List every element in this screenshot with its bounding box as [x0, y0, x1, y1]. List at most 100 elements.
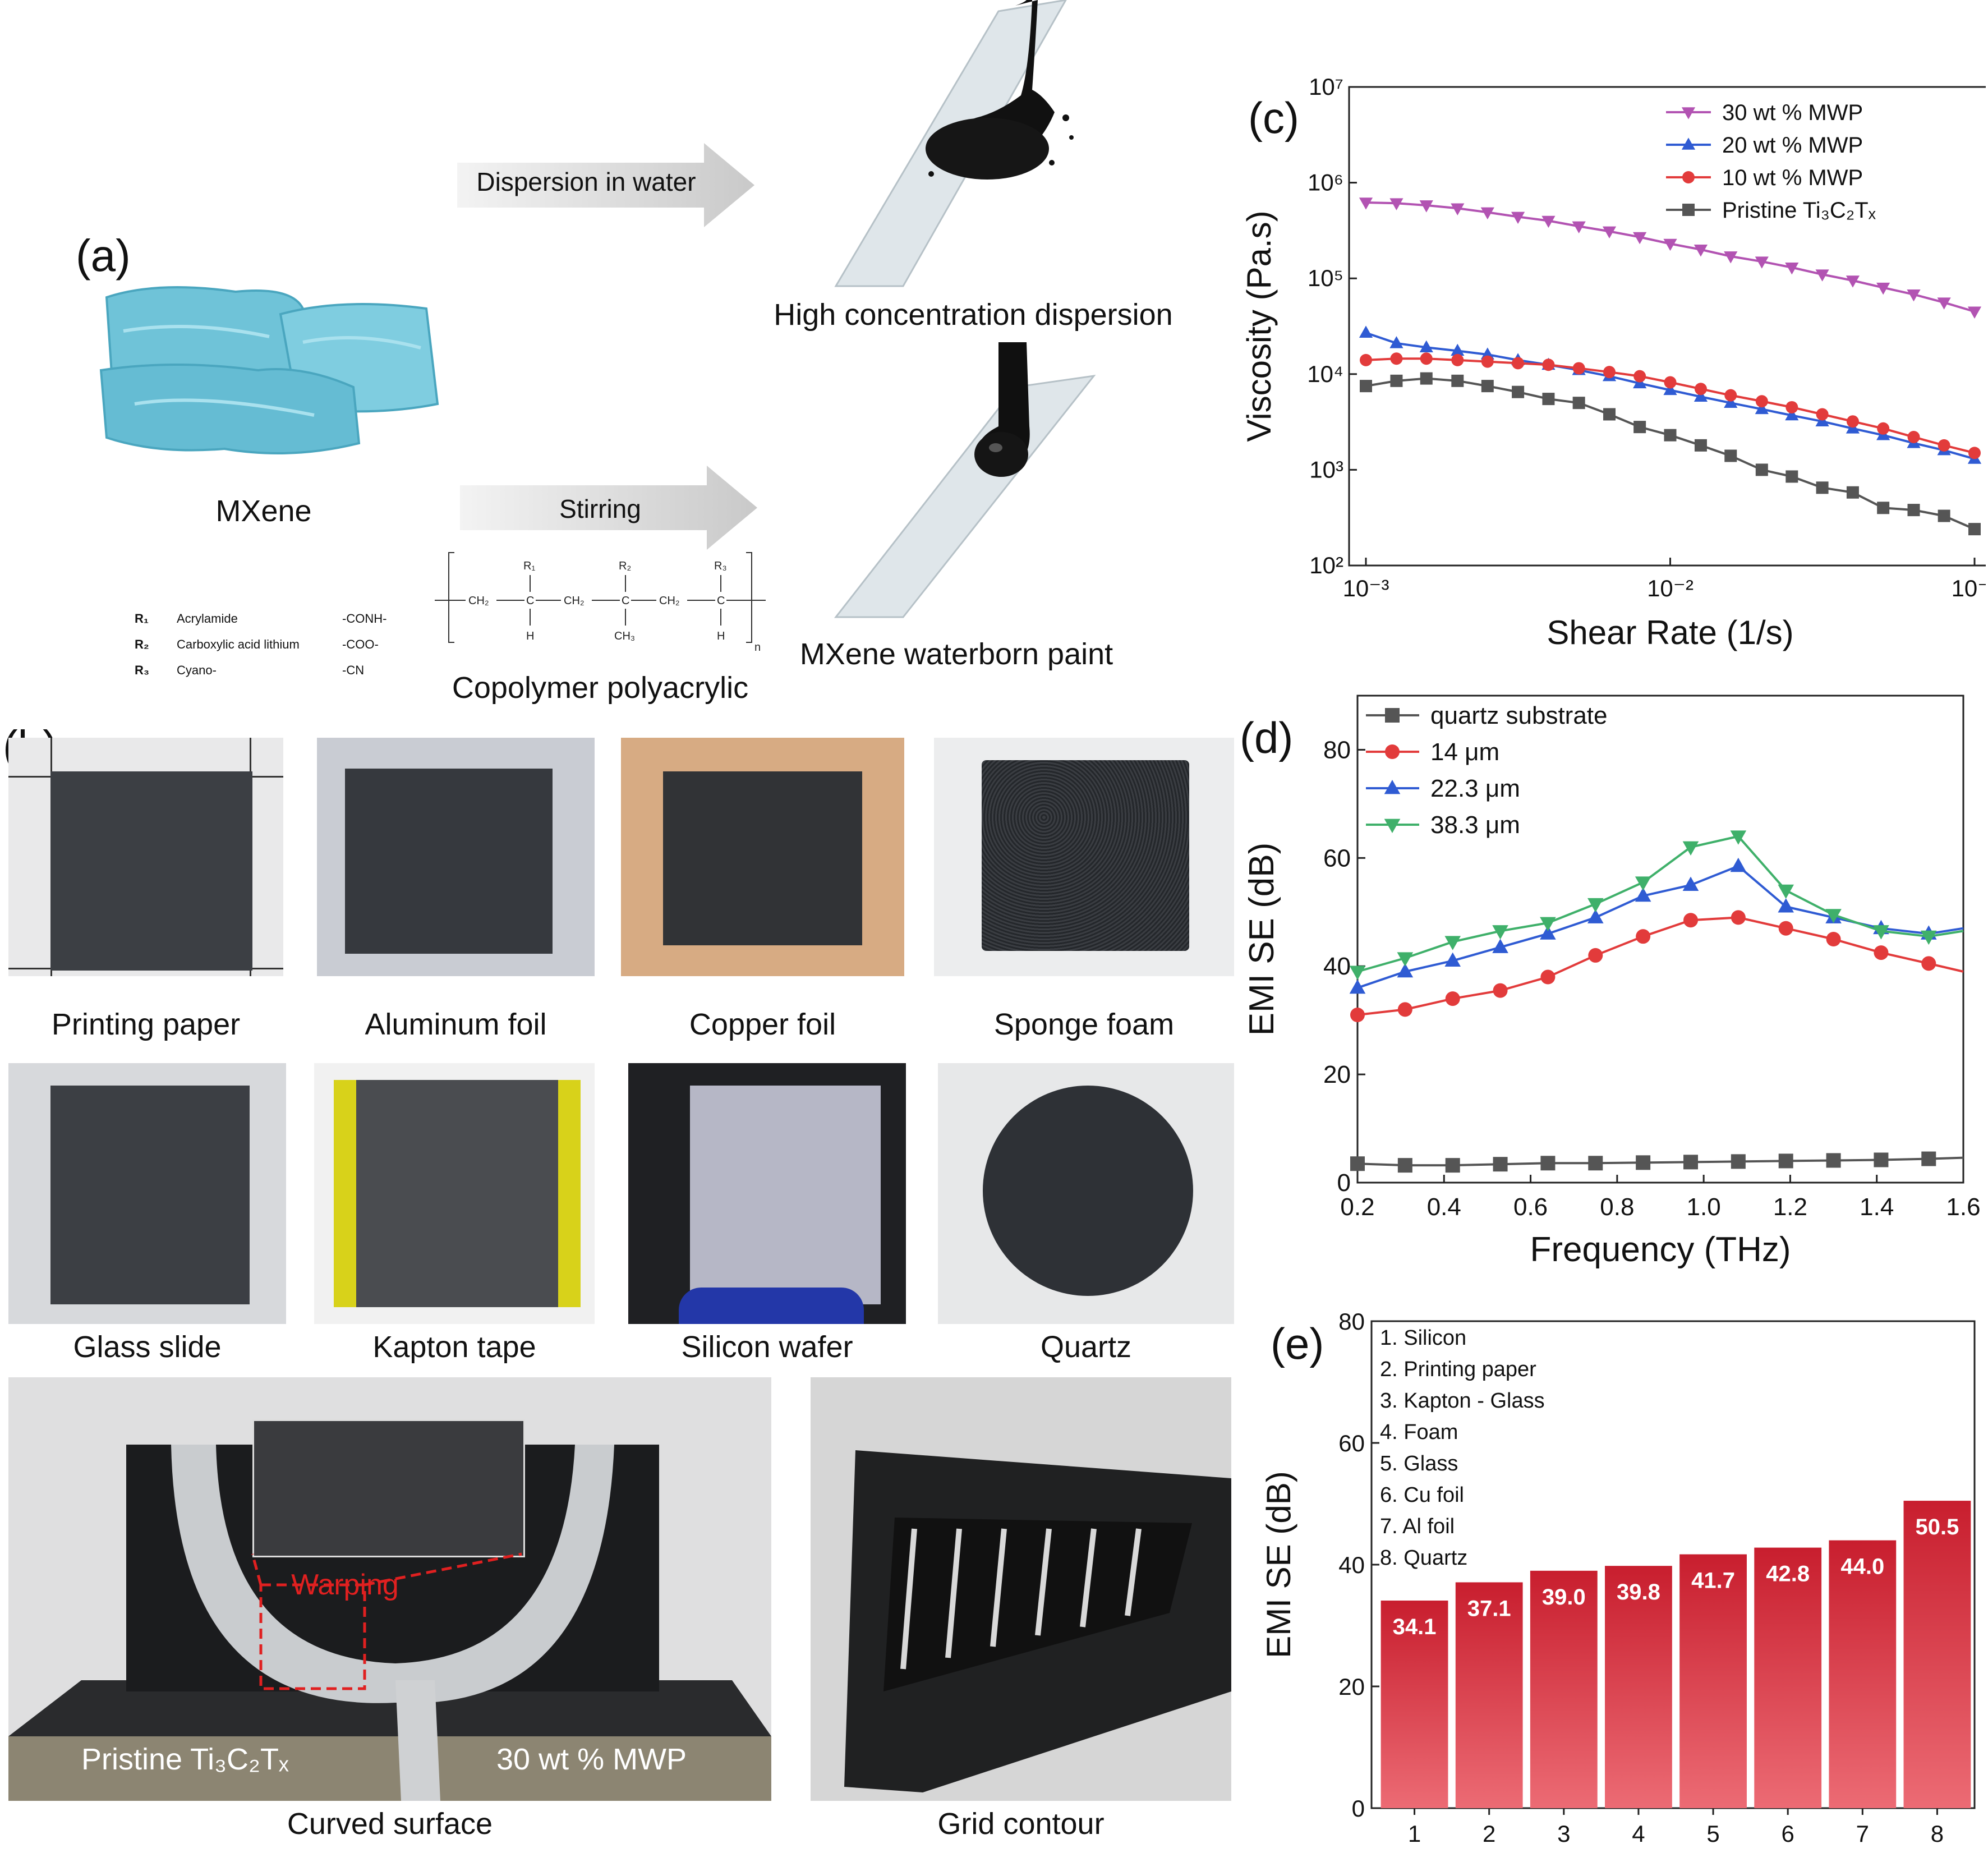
bar-value-label: 34.1 [1393, 1615, 1437, 1639]
series-line [1357, 1156, 1964, 1167]
emi-frequency-chart: 0 20 40 60 80 0.2 0.4 0.6 0.8 1.0 1.2 1.4 1.6 Frequen… [1242, 695, 1981, 1269]
r-legend-key: R₂ [135, 637, 149, 651]
bar [1903, 1501, 1971, 1808]
substrate-label: Silicon wafer [681, 1330, 853, 1364]
formula-c-1: C [526, 595, 534, 607]
data-point [1350, 1008, 1365, 1023]
y-tick-label: 0 [1337, 1169, 1351, 1197]
data-point [1724, 449, 1737, 462]
data-point [1603, 408, 1616, 421]
data-point [1968, 523, 1981, 536]
dispersion-arrow-label: Dispersion in water [476, 167, 696, 196]
x-tick-label: 0.6 [1513, 1193, 1548, 1221]
data-point [1397, 1002, 1412, 1017]
y-tick-label: 10² [1309, 552, 1343, 578]
panel-c-letter: (c) [1248, 93, 1299, 142]
data-point [1350, 1156, 1365, 1171]
data-point [1480, 207, 1494, 220]
data-point [1635, 887, 1651, 902]
legend-marker [1681, 137, 1696, 150]
panel-d-letter: (d) [1240, 713, 1294, 762]
data-point [1419, 340, 1433, 353]
data-point [1451, 353, 1464, 366]
data-point [1968, 447, 1981, 459]
x-tick-label: 3 [1557, 1820, 1570, 1847]
data-point [1694, 383, 1707, 396]
x-tick-label: 1 [1408, 1820, 1421, 1847]
x-tick-label: 8 [1931, 1820, 1944, 1847]
legend-entry: 5. Glass [1380, 1452, 1458, 1475]
data-point [1512, 357, 1525, 370]
data-point [1588, 948, 1603, 963]
warping-callout [251, 1552, 522, 1690]
formula-r2: R₂ [619, 560, 631, 572]
data-point [1785, 408, 1799, 421]
data-point [1541, 215, 1556, 228]
data-point [1785, 401, 1798, 413]
series-line [1365, 201, 1975, 313]
bar [1754, 1547, 1822, 1808]
emi-bar-chart: 0 20 40 60 80 EMI SE (dB) 34.1 1 37.1 2 39.0 3 39.8 4… [1260, 1308, 1976, 1847]
data-point [1451, 343, 1465, 356]
data-point [1663, 383, 1677, 396]
formula-ch2-3: CH₂ [659, 595, 680, 607]
series-line [1357, 916, 1964, 1017]
data-point [1778, 1153, 1793, 1169]
bar-value-label: 50.5 [1916, 1515, 1959, 1539]
data-point [1876, 282, 1890, 295]
legend-entry: 8. Quartz [1380, 1546, 1467, 1570]
data-point [1938, 509, 1950, 522]
data-point [1481, 355, 1494, 368]
y-tick-label: 60 [1323, 844, 1351, 872]
data-point [1778, 921, 1793, 936]
y-tick-label: 10³ [1309, 456, 1343, 482]
y-tick-label: 10⁶ [1308, 169, 1343, 196]
data-point [1682, 876, 1699, 891]
data-point [1874, 945, 1889, 960]
y-tick-label: 0 [1352, 1795, 1365, 1822]
data-point [1397, 952, 1414, 967]
data-point [1390, 352, 1403, 365]
r-legend-group: -COO- [342, 637, 379, 651]
bar [1380, 1601, 1448, 1808]
data-point [1907, 504, 1920, 517]
x-tick-label: 0.4 [1427, 1193, 1461, 1221]
legend-label: 20 wt % MWP [1722, 133, 1863, 158]
data-point [1542, 393, 1555, 406]
data-point [1846, 275, 1860, 288]
y-axis-label: Viscosity (Pa.s) [1240, 210, 1278, 442]
aluminum-foil-photo [317, 738, 595, 976]
panel-e-letter: (e) [1271, 1319, 1324, 1368]
y-tick-label: 20 [1338, 1673, 1365, 1700]
data-point [1921, 1151, 1936, 1166]
data-point [1846, 486, 1859, 499]
bar-value-label: 39.8 [1617, 1580, 1660, 1604]
legend-label: 10 wt % MWP [1722, 165, 1863, 190]
legend-label: 14 μm [1430, 738, 1499, 766]
data-point [1540, 1156, 1556, 1171]
data-point [1349, 979, 1366, 994]
r-legend-row: R₁ Acrylamide -CONH- [135, 612, 426, 637]
substrate-label: Aluminum foil [365, 1008, 547, 1041]
data-point [1540, 917, 1556, 932]
data-point [1724, 396, 1738, 408]
substrate-label: Quartz [1040, 1330, 1132, 1364]
y-axis-label: EMI SE (dB) [1242, 843, 1281, 1036]
legend-marker [1385, 708, 1400, 723]
formula-ch3: CH₃ [614, 630, 635, 642]
data-point [1420, 372, 1433, 385]
glass-slide-photo [8, 1063, 286, 1324]
x-tick-label: 7 [1856, 1820, 1869, 1847]
mxene-sheets-illustration [99, 286, 439, 454]
bar-value-label: 44.0 [1840, 1555, 1884, 1579]
data-point [1419, 200, 1433, 213]
x-tick-label: 10⁻³ [1343, 575, 1389, 601]
data-point [1492, 925, 1508, 940]
formula-c-2: C [622, 595, 629, 607]
data-point [1420, 352, 1433, 365]
grid-contour-photo [811, 1377, 1231, 1801]
legend-marker [1384, 780, 1401, 794]
x-tick-label: 1.2 [1773, 1193, 1807, 1221]
dispersion-arrow [457, 143, 754, 227]
data-point [1587, 898, 1604, 913]
